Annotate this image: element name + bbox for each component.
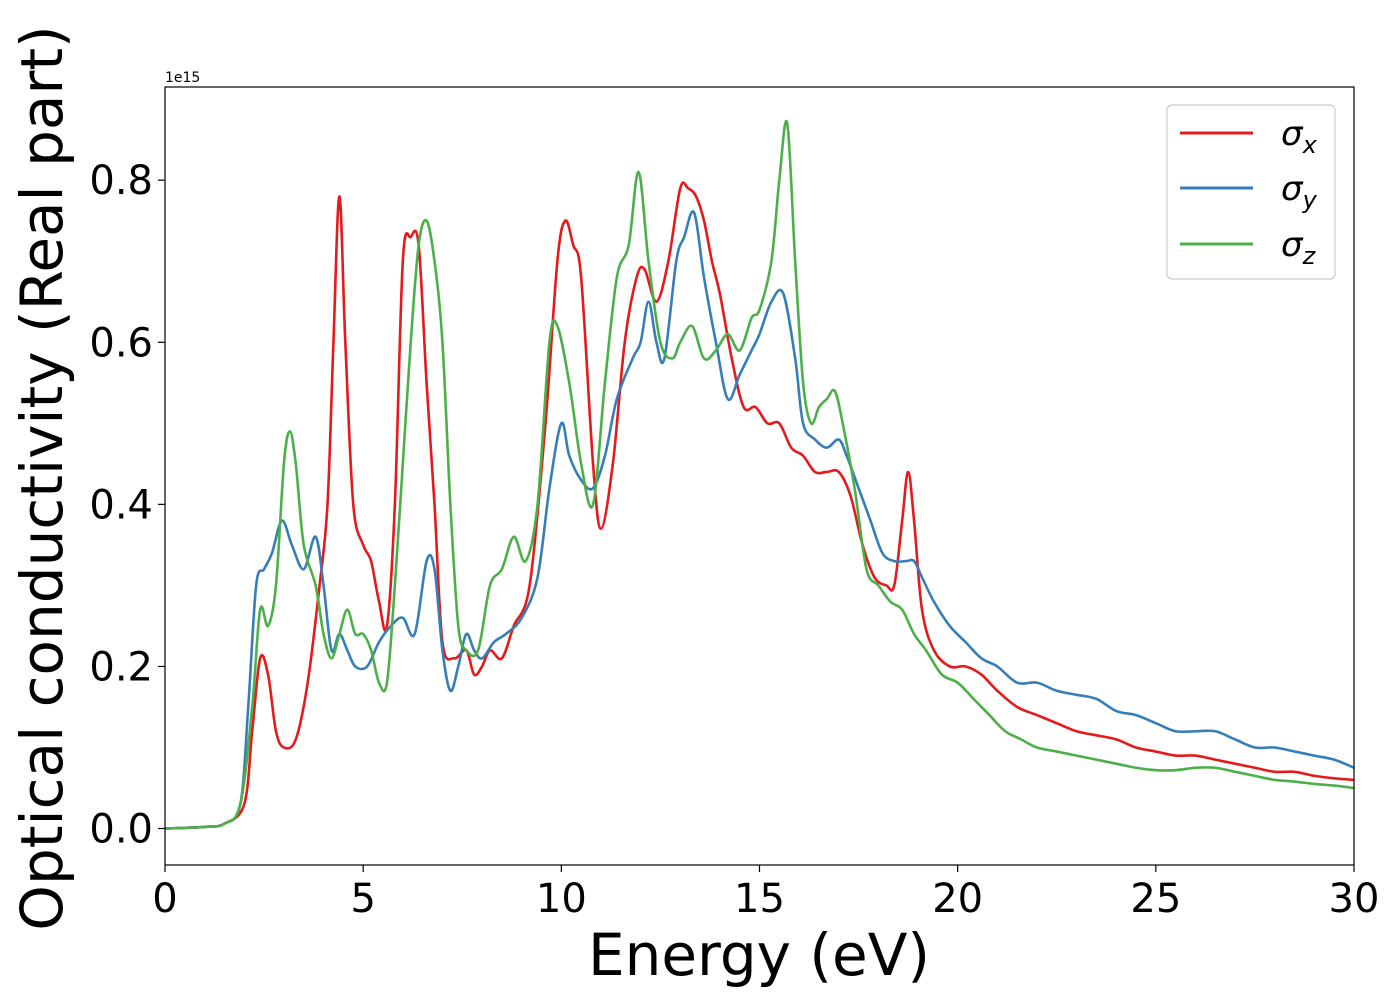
x-tick-label: 15 bbox=[734, 876, 785, 922]
legend-label: σy bbox=[1281, 169, 1318, 214]
legend-entry-sigma-y: σy bbox=[1180, 169, 1318, 214]
y-tick-label: 0.4 bbox=[89, 482, 153, 528]
legend-frame bbox=[1166, 104, 1336, 280]
x-tick-label: 30 bbox=[1329, 876, 1380, 922]
legend: σx σy σz bbox=[1166, 104, 1336, 280]
series-line-x bbox=[164, 181, 1355, 830]
legend-label: σz bbox=[1281, 225, 1317, 270]
y-axis-ticks: 0.0 0.2 0.4 0.6 0.8 bbox=[89, 158, 165, 853]
series-line-z bbox=[164, 119, 1355, 830]
y-offset-text: 1e15 bbox=[165, 70, 200, 86]
legend-entry-sigma-z: σz bbox=[1180, 225, 1317, 270]
legend-label: σx bbox=[1281, 114, 1318, 159]
x-tick-label: 20 bbox=[932, 876, 983, 922]
y-axis-label: Optical conductivity (Real part) bbox=[8, 25, 76, 930]
x-axis-label: Energy (eV) bbox=[588, 921, 930, 989]
series-line-y bbox=[164, 210, 1355, 830]
legend-entry-sigma-x: σx bbox=[1180, 114, 1318, 159]
series-layer bbox=[164, 119, 1355, 830]
x-axis-ticks: 0 5 10 15 20 25 30 bbox=[152, 865, 1379, 922]
y-tick-label: 0.2 bbox=[89, 644, 153, 690]
y-tick-label: 0.6 bbox=[89, 320, 153, 366]
x-tick-label: 25 bbox=[1130, 876, 1181, 922]
y-tick-label: 0.0 bbox=[89, 807, 153, 853]
x-tick-label: 10 bbox=[536, 876, 587, 922]
x-tick-label: 0 bbox=[152, 876, 177, 922]
x-tick-label: 5 bbox=[350, 876, 375, 922]
y-tick-label: 0.8 bbox=[89, 158, 153, 204]
